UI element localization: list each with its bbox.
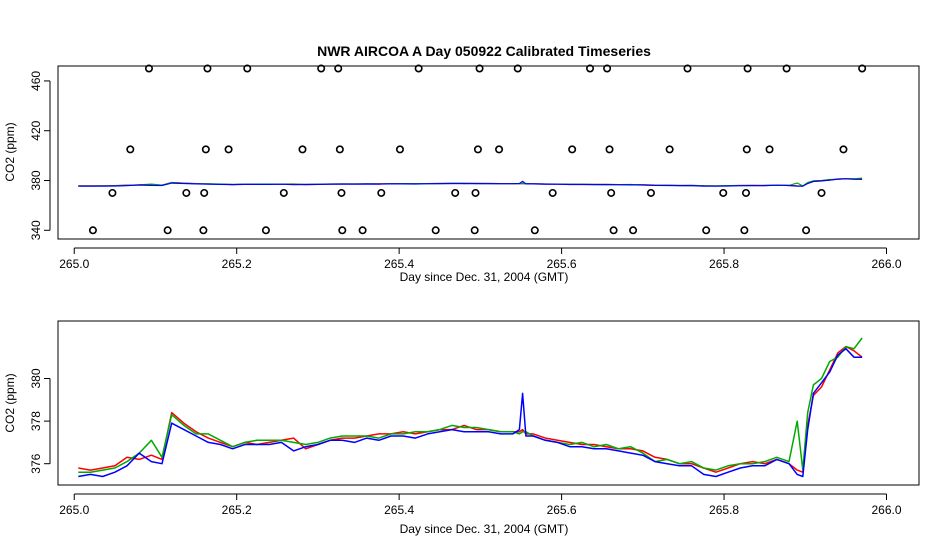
top-panel: 265.0 265.2 265.4 265.6 265.8 266.0 340 380 420… [3, 64, 920, 284]
top-x-tick-label: 265.4 [384, 257, 414, 271]
bottom-panel: 265.0 265.2 265.4 265.6 265.8 266.0 376 378 380… [3, 320, 920, 536]
bottom-x-tick-label: 265.4 [384, 503, 414, 517]
calibration-point [495, 145, 504, 154]
calibration-point [163, 226, 172, 235]
bottom-series-lines [78, 337, 863, 478]
calibration-point [605, 145, 614, 154]
top-x-tick-label: 265.6 [547, 257, 577, 271]
calibration-point [88, 226, 97, 235]
calibration-point [817, 188, 826, 197]
calibration-point [603, 64, 612, 73]
calibration-point [182, 188, 191, 197]
calibration-point [742, 145, 751, 154]
bottom-series-blue [78, 347, 863, 478]
calibration-point [335, 145, 344, 154]
bottom-panel-frame [57, 320, 920, 486]
calibration-point [586, 64, 595, 73]
calibration-point [839, 145, 848, 154]
calibration-point [607, 188, 616, 197]
bottom-x-tick-label: 265.0 [59, 503, 89, 517]
top-x-axis-label: Day since Dec. 31, 2004 (GMT) [400, 270, 569, 284]
top-y-tick-label: 380 [29, 170, 43, 190]
calibration-point [199, 226, 208, 235]
bottom-x-tick-label: 266.0 [871, 503, 901, 517]
top-x-tick-label: 265.0 [59, 257, 89, 271]
top-y-axis: 340 380 420 460 [29, 71, 51, 240]
bottom-y-tick-label: 380 [29, 368, 43, 388]
calibration-point [317, 64, 326, 73]
calibration-point [201, 145, 210, 154]
bottom-y-tick-label: 378 [29, 411, 43, 431]
calibration-point [568, 145, 577, 154]
calibration-point [471, 188, 480, 197]
calibration-point [475, 64, 484, 73]
top-y-axis-label: CO2 (ppm) [3, 122, 17, 181]
calibration-point [377, 188, 386, 197]
bottom-x-axis: 265.0 265.2 265.4 265.6 265.8 266.0 [59, 493, 902, 517]
top-calibration-points [88, 64, 867, 235]
top-y-tick-label: 340 [29, 220, 43, 240]
calibration-point [743, 64, 752, 73]
calibration-point [243, 64, 252, 73]
top-x-axis: 265.0 265.2 265.4 265.6 265.8 266.0 [59, 247, 902, 271]
calibration-point [451, 188, 460, 197]
calibration-point [646, 188, 655, 197]
calibration-point [431, 226, 440, 235]
calibration-point [629, 226, 638, 235]
calibration-point [338, 226, 347, 235]
top-y-tick-label: 460 [29, 71, 43, 91]
calibration-point [740, 226, 749, 235]
calibration-point [719, 188, 728, 197]
calibration-point [279, 188, 288, 197]
calibration-point [702, 226, 711, 235]
calibration-point [203, 64, 212, 73]
calibration-point [858, 64, 867, 73]
calibration-point [609, 226, 618, 235]
calibration-point [414, 64, 423, 73]
calibration-point [358, 226, 367, 235]
top-series-blue [78, 178, 863, 187]
calibration-point [200, 188, 209, 197]
calibration-point [470, 226, 479, 235]
calibration-point [741, 188, 750, 197]
top-x-tick-label: 265.8 [709, 257, 739, 271]
calibration-point [765, 145, 774, 154]
bottom-y-tick-label: 376 [29, 453, 43, 473]
top-y-tick-label: 420 [29, 120, 43, 140]
calibration-point [395, 145, 404, 154]
calibration-point [782, 64, 791, 73]
calibration-point [144, 64, 153, 73]
calibration-point [334, 64, 343, 73]
calibration-point [548, 188, 557, 197]
calibration-point [126, 145, 135, 154]
calibration-point [665, 145, 674, 154]
calibration-point [473, 145, 482, 154]
bottom-y-axis: 376 378 380 [29, 368, 51, 474]
top-x-tick-label: 265.2 [222, 257, 252, 271]
calibration-point [802, 226, 811, 235]
calibration-point [224, 145, 233, 154]
top-series-lines [78, 177, 863, 187]
calibration-point [298, 145, 307, 154]
calibration-point [513, 64, 522, 73]
calibration-point [108, 188, 117, 197]
calibration-point [261, 226, 270, 235]
calibration-point [683, 64, 692, 73]
top-x-tick-label: 266.0 [871, 257, 901, 271]
bottom-x-tick-label: 265.8 [709, 503, 739, 517]
bottom-y-axis-label: CO2 (ppm) [3, 373, 17, 432]
bottom-series-green [78, 337, 863, 473]
calibration-point [530, 226, 539, 235]
bottom-x-tick-label: 265.6 [547, 503, 577, 517]
top-panel-frame [57, 65, 920, 240]
figure-title: NWR AIRCOA A Day 050922 Calibrated Times… [317, 43, 651, 59]
bottom-x-axis-label: Day since Dec. 31, 2004 (GMT) [400, 522, 569, 536]
bottom-x-tick-label: 265.2 [222, 503, 252, 517]
calibration-point [337, 188, 346, 197]
